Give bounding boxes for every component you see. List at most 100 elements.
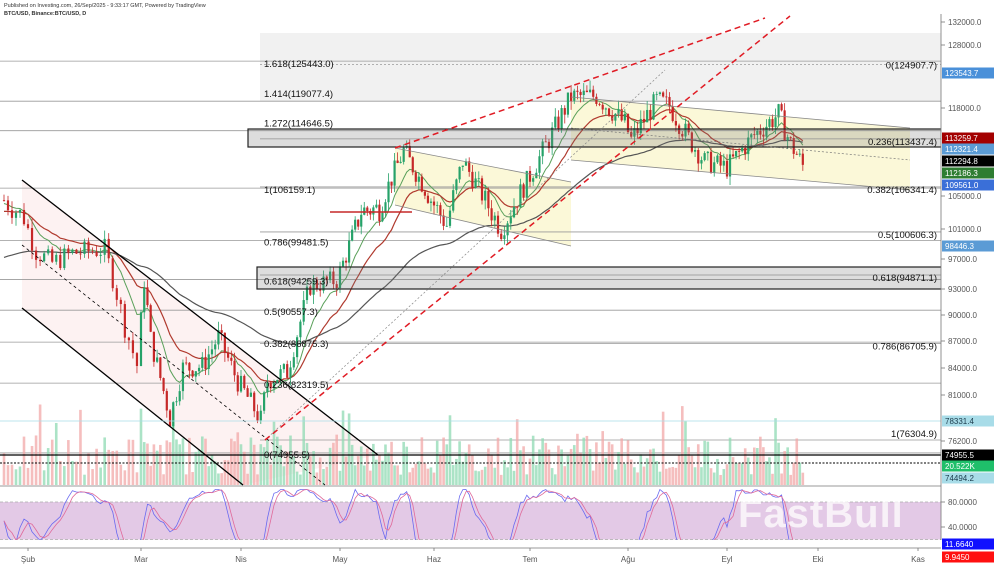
- candle-body: [448, 210, 452, 226]
- volume-bar: [384, 444, 387, 485]
- volume-bar: [259, 444, 263, 485]
- candle-body: [455, 179, 458, 191]
- volume-bar: [725, 464, 729, 485]
- x-tick-label: Nis: [235, 555, 247, 564]
- candle-body: [223, 332, 226, 353]
- volume-bar: [63, 466, 66, 485]
- volume-bar: [127, 439, 131, 485]
- candle-body: [671, 106, 674, 122]
- candle-body: [633, 128, 636, 137]
- volume-bar: [544, 442, 548, 485]
- candle-body: [30, 228, 34, 251]
- volume-bar: [213, 461, 217, 485]
- price-axis[interactable]: 132000.0 128000.0 118000.0 105000.0 101000.0…: [941, 18, 982, 532]
- time-axis[interactable]: Şub Mar Nis May Haz Tem Ağu Eyl Eki Kas: [21, 548, 925, 564]
- candle-body: [795, 153, 798, 155]
- candle-body: [439, 205, 442, 216]
- y-tick-label: 118000.0: [948, 104, 981, 113]
- candle-body: [272, 383, 276, 389]
- candle-body: [55, 254, 58, 262]
- candle-body: [149, 305, 152, 332]
- volume-bar: [765, 461, 768, 485]
- volume-bar: [46, 448, 50, 485]
- candle-body: [484, 190, 487, 201]
- candle-body: [214, 344, 217, 350]
- candle-body: [408, 145, 411, 158]
- volume-bar: [499, 474, 503, 485]
- volume-bar: [522, 446, 525, 485]
- volume-bar: [740, 463, 744, 485]
- y-tick-label: 101000.0: [948, 225, 982, 234]
- candle-body: [768, 119, 771, 127]
- volume-bar: [451, 465, 455, 485]
- candle-body: [309, 286, 312, 295]
- candle-body: [243, 375, 246, 389]
- candle-body: [506, 223, 509, 236]
- candle-body: [43, 253, 46, 262]
- candle-body: [315, 279, 318, 289]
- fib-left-label: 1.272(114646.5): [264, 119, 333, 130]
- volume-bar: [369, 470, 372, 485]
- volume-bar: [200, 436, 204, 485]
- candle-body: [604, 108, 607, 110]
- volume-bar: [737, 462, 741, 485]
- candle-body: [474, 178, 477, 188]
- candle-body: [677, 125, 681, 134]
- ema-mid-line: [3, 109, 804, 383]
- candle-body: [263, 392, 266, 411]
- annotation-background: [22, 33, 941, 485]
- candle-body: [79, 253, 82, 255]
- candle-body: [87, 241, 90, 252]
- volume-bar: [175, 439, 178, 485]
- candle-body: [302, 300, 305, 322]
- volume-bar: [107, 449, 111, 485]
- volume-bar: [269, 464, 272, 485]
- volume-bar: [359, 446, 363, 485]
- fib-left-label: 1.414(119077.4): [264, 89, 333, 100]
- candle-body: [201, 356, 204, 368]
- price-label-box: [942, 551, 994, 563]
- candle-body: [617, 109, 620, 114]
- candle-body: [756, 130, 759, 135]
- candle-body: [111, 258, 114, 289]
- candle-body: [601, 104, 604, 110]
- candle-body: [299, 321, 302, 338]
- candle-body: [471, 171, 474, 188]
- candle-body: [519, 184, 522, 208]
- volume-bar: [677, 454, 681, 485]
- candle-body: [152, 331, 156, 362]
- candle-body: [722, 160, 725, 166]
- candle-body: [801, 153, 804, 165]
- volume-bar: [774, 418, 777, 485]
- volume-bar: [598, 462, 601, 485]
- volume-bar: [633, 467, 636, 485]
- volume-bar: [390, 441, 393, 485]
- candles: [2, 80, 804, 430]
- candle-body: [26, 224, 30, 229]
- candle-body: [777, 104, 780, 118]
- volume-bar: [668, 467, 671, 485]
- candle-body: [217, 330, 220, 345]
- volume-bar: [149, 465, 152, 485]
- volume-bar: [239, 444, 243, 485]
- volume-bar: [83, 474, 86, 485]
- candle-body: [566, 92, 570, 115]
- volume-bar: [623, 463, 627, 485]
- volume-bar: [289, 435, 292, 485]
- candle-body: [493, 215, 496, 221]
- candle-body: [693, 149, 697, 152]
- candle-body: [220, 330, 223, 333]
- candle-body: [387, 181, 390, 203]
- volume-bar: [480, 469, 484, 485]
- candle-body: [765, 126, 768, 137]
- support-box: [256, 266, 941, 290]
- volume-bar: [610, 444, 614, 485]
- volume-bar: [585, 435, 589, 485]
- volume-bar: [256, 474, 259, 485]
- price-label-box: [942, 143, 994, 155]
- volume-bar: [318, 457, 322, 485]
- candle-body: [595, 96, 598, 104]
- price-label-box: [942, 472, 994, 484]
- price-label-text: 112321.4: [945, 145, 978, 154]
